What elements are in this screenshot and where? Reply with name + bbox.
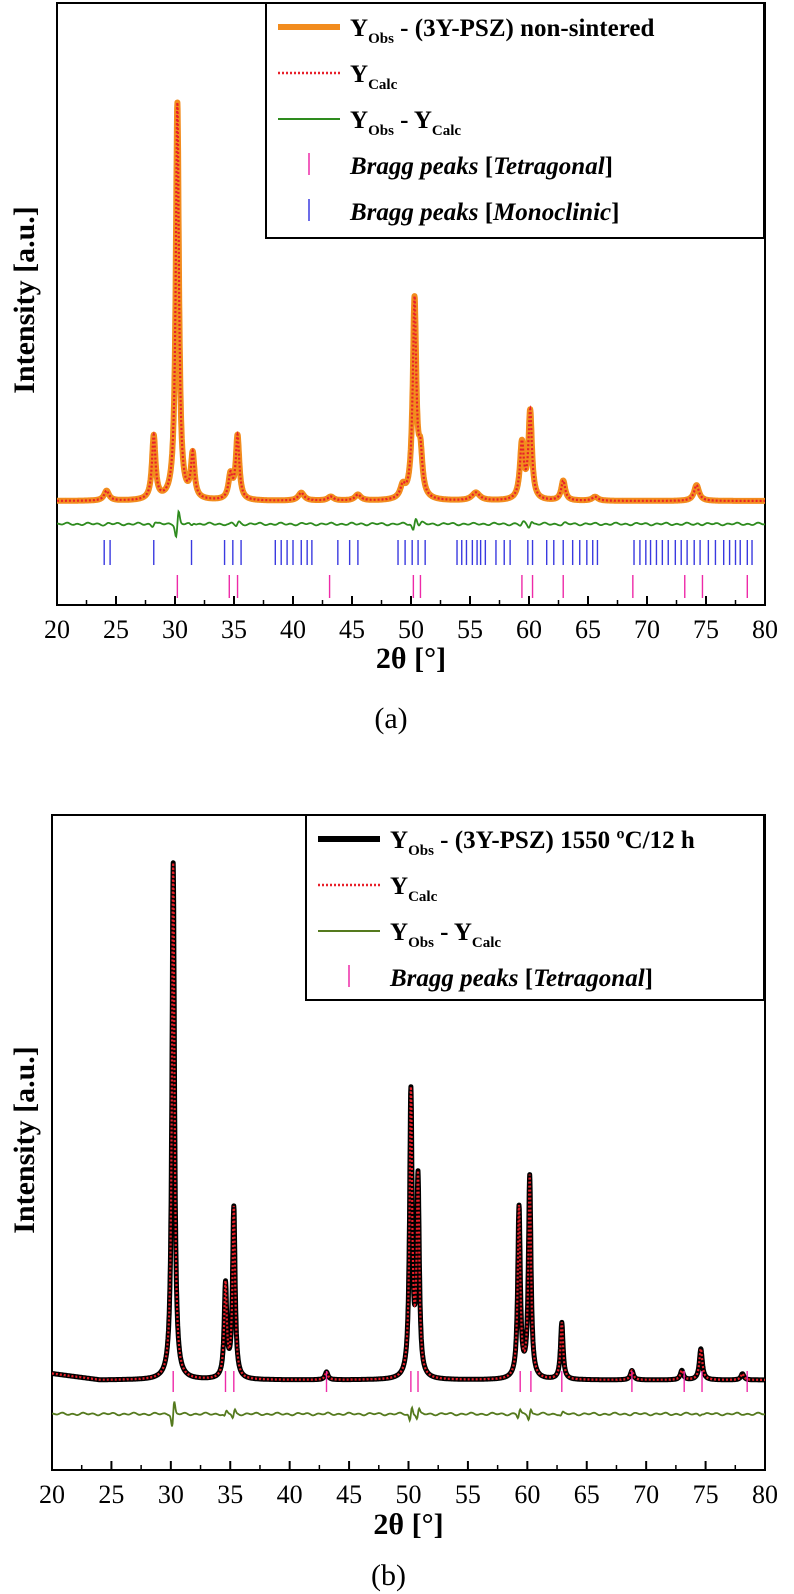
x-tick-label: 20 xyxy=(39,1480,65,1509)
x-tick-label: 25 xyxy=(98,1480,124,1509)
series-difference-line xyxy=(52,1401,766,1427)
x-tick-label: 45 xyxy=(336,1480,362,1509)
x-axis-title: 2θ [°] xyxy=(373,1508,443,1541)
x-tick-label: 60 xyxy=(516,615,542,644)
x-tick-label: 75 xyxy=(693,1480,719,1509)
x-tick-label: 70 xyxy=(634,615,660,644)
x-tick-label: 40 xyxy=(277,1480,303,1509)
panel-label: (a) xyxy=(374,702,407,735)
legend-entry-bragg: Bragg peaks [Monoclinic] xyxy=(349,199,619,226)
series-difference-line xyxy=(57,509,766,539)
x-tick-label: 65 xyxy=(574,1480,600,1509)
legend-entry-bragg: Bragg peaks [Tetragonal] xyxy=(349,153,613,180)
chart-panel-a: 20 25 30 35 40 45 50 55 60 65 70 75 80 2θ [°] Intensit… xyxy=(8,2,778,735)
x-tick-label: 55 xyxy=(455,1480,481,1509)
legend-entry-diff: YObs - YCalc xyxy=(390,919,501,951)
legend-box xyxy=(305,814,765,1001)
panel-label: (b) xyxy=(371,1559,406,1592)
x-tick-label: 55 xyxy=(457,615,483,644)
x-tick-label: 30 xyxy=(162,615,188,644)
legend-box xyxy=(265,2,765,239)
series-calculated-line xyxy=(57,102,765,502)
x-tick-label: 60 xyxy=(514,1480,540,1509)
x-tick-label: 45 xyxy=(339,615,365,644)
x-tick-label: 35 xyxy=(221,615,247,644)
x-tick-label: 75 xyxy=(693,615,719,644)
x-tick-label: 80 xyxy=(752,615,778,644)
legend-entry-obs: YObs - (3Y-PSZ) non-sintered xyxy=(350,15,654,47)
legend-entry-calc: YCalc xyxy=(390,873,438,905)
x-tick-label: 65 xyxy=(575,615,601,644)
x-tick-label: 70 xyxy=(633,1480,659,1509)
x-tick-label: 30 xyxy=(158,1480,184,1509)
legend-entry-obs: YObs - (3Y-PSZ) 1550 ºC/12 h xyxy=(390,827,695,859)
chart-panel-b: 20 25 30 35 40 45 50 55 60 65 70 75 80 2θ [°] Intensit… xyxy=(8,814,778,1592)
x-tick-label: 80 xyxy=(752,1480,778,1509)
legend-entry-bragg: Bragg peaks [Tetragonal] xyxy=(389,965,653,992)
legend: YObs - (3Y-PSZ) non-sintered YCalc YObs - … xyxy=(265,2,765,239)
x-tick-label: 40 xyxy=(280,615,306,644)
legend-entry-diff: YObs - YCalc xyxy=(350,107,461,139)
x-tick-label: 25 xyxy=(103,615,129,644)
x-tick-label: 35 xyxy=(217,1480,243,1509)
x-axis-title: 2θ [°] xyxy=(376,642,446,675)
y-axis-title: Intensity [a.u.] xyxy=(8,206,41,394)
series-calculated-line xyxy=(52,862,765,1381)
x-tick-label: 20 xyxy=(44,615,70,644)
legend-entry-calc: YCalc xyxy=(350,61,398,93)
legend: YObs - (3Y-PSZ) 1550 ºC/12 h YCalc YObs - … xyxy=(305,814,765,1001)
x-tick-label: 50 xyxy=(398,615,424,644)
y-axis-title: Intensity [a.u.] xyxy=(8,1046,41,1234)
x-tick-label: 50 xyxy=(396,1480,422,1509)
